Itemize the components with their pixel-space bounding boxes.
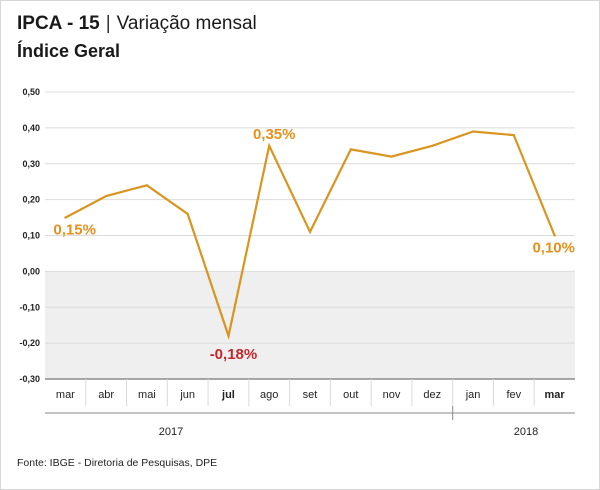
data-label: -0,18% — [210, 346, 258, 363]
x-tick-label: jun — [179, 389, 195, 401]
negative-region — [45, 271, 575, 379]
data-point — [268, 144, 271, 147]
x-tick-label: nov — [383, 389, 401, 401]
data-label: 0,15% — [53, 222, 96, 239]
y-tick-label: 0,50 — [22, 87, 40, 97]
data-point — [512, 133, 515, 137]
x-tick-label: mar — [56, 389, 75, 401]
year-label: 2018 — [514, 426, 538, 438]
x-tick-label: abr — [98, 389, 114, 401]
source-note: Fonte: IBGE - Diretoria de Pesquisas, DP… — [17, 457, 217, 469]
y-tick-label: 0,20 — [22, 195, 40, 205]
y-tick-label: -0,30 — [19, 374, 40, 384]
data-point — [145, 184, 149, 187]
data-point — [227, 334, 230, 338]
title-rest: Variação mensal — [117, 13, 257, 34]
data-point — [431, 144, 434, 147]
chart-title: IPCA - 15 | Variação mensal — [17, 13, 257, 34]
x-tick-label: mai — [138, 389, 156, 401]
x-tick-label: dez — [423, 389, 441, 401]
y-tick-label: 0,40 — [22, 123, 40, 133]
data-point — [390, 155, 393, 158]
data-point — [349, 148, 352, 151]
data-point — [105, 194, 108, 198]
x-tick-label: ago — [260, 389, 278, 401]
data-label: 0,10% — [532, 240, 575, 257]
y-tick-label: 0,10 — [22, 231, 40, 241]
y-tick-label: 0,00 — [22, 266, 40, 276]
data-point — [553, 234, 556, 237]
data-label: 0,35% — [253, 126, 296, 143]
data-point — [186, 212, 189, 216]
data-point — [64, 216, 67, 219]
title-separator: | — [106, 13, 111, 34]
year-label: 2017 — [159, 426, 183, 438]
data-point — [471, 130, 475, 133]
x-tick-label: out — [343, 389, 358, 401]
x-tick-label: set — [303, 389, 318, 401]
data-point — [308, 230, 312, 234]
y-tick-label: -0,20 — [19, 338, 40, 348]
chart-subtitle: Índice Geral — [17, 40, 120, 61]
x-tick-label: mar — [545, 389, 566, 401]
y-tick-label: -0,10 — [19, 302, 40, 312]
y-tick-label: 0,30 — [22, 159, 40, 169]
title-bold: IPCA - 15 — [17, 13, 100, 34]
x-tick-label: jul — [221, 389, 235, 401]
x-tick-label: jan — [465, 389, 481, 401]
plot-area: 0,50 0,40 0,30 0,20 0,10 0,00 -0,10 -0,20 -0,30 m… — [19, 87, 575, 438]
x-tick-label: fev — [507, 389, 522, 401]
